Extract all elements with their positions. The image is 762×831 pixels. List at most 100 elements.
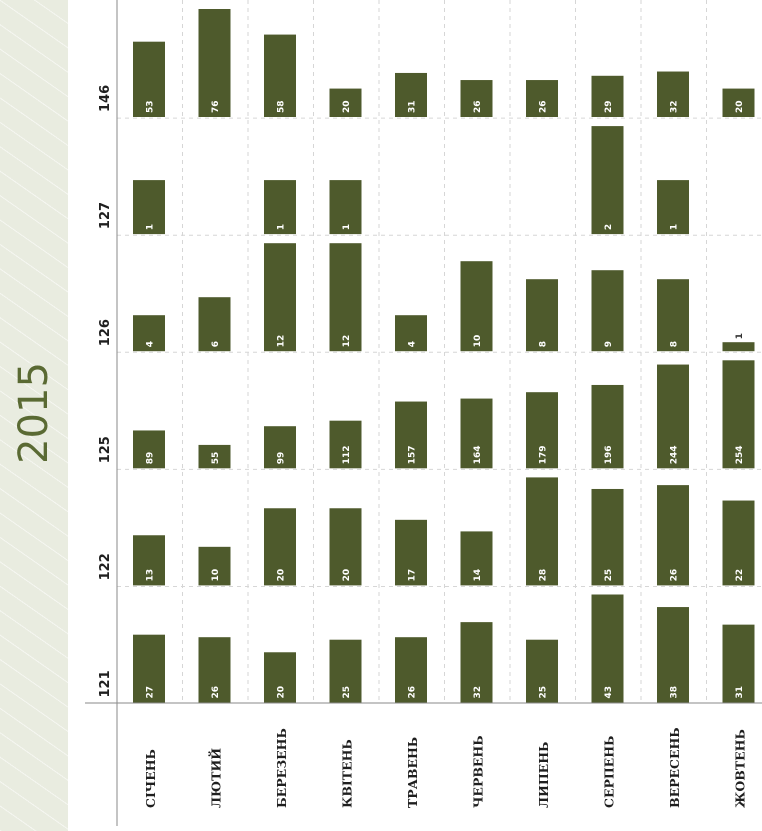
bar-value-label: 22 (735, 569, 745, 582)
bar-value-label: 254 (735, 446, 745, 465)
bar-146-жовтень (722, 88, 755, 117)
bar-value-label: 1 (735, 333, 745, 339)
bar-126-травень (395, 315, 427, 352)
bar-value-label: 99 (277, 452, 287, 465)
band-label-125: 125 (98, 436, 113, 463)
bar-121-лютий (198, 637, 231, 703)
bar-value-label: 1 (670, 224, 680, 230)
bar-126-червень (460, 261, 493, 352)
bar-value-label: 9 (604, 341, 614, 347)
bar-125-червень (460, 398, 493, 469)
bar-value-label: 10 (211, 569, 221, 582)
bar-value-label: 244 (670, 446, 680, 465)
bar-value-label: 17 (408, 569, 418, 582)
bar-value-label: 164 (473, 446, 483, 465)
bar-127-серпень (591, 126, 624, 235)
bar-146-травень (395, 72, 427, 117)
bar-value-label: 38 (670, 686, 680, 699)
bar-value-label: 14 (473, 569, 483, 582)
bar-value-label: 112 (342, 446, 352, 465)
bar-value-label: 196 (604, 446, 614, 465)
bar-value-label: 43 (604, 686, 614, 699)
month-label-2: ЛЮТИЙ (208, 748, 224, 808)
bar-146-липень (526, 80, 558, 117)
bar-125-лютий (198, 444, 231, 469)
bar-value-label: 29 (604, 100, 614, 113)
bar-126-січень (133, 315, 165, 352)
bar-value-label: 20 (277, 569, 287, 582)
bar-121-серпень (591, 594, 624, 703)
bar-value-label: 31 (408, 100, 418, 113)
bar-value-label: 8 (670, 341, 680, 347)
bar-value-label: 12 (342, 335, 352, 348)
bar-value-label: 179 (539, 446, 549, 465)
bar-value-label: 157 (408, 446, 418, 465)
bar-121-січень (133, 634, 165, 703)
bar-value-label: 1 (146, 224, 156, 230)
bar-value-label: 2 (604, 224, 614, 230)
bar-122-січень (133, 535, 165, 586)
bar-value-label: 32 (473, 686, 483, 699)
bar-value-label: 12 (277, 335, 287, 348)
bar-146-квітень (329, 88, 362, 117)
bar-122-лютий (198, 546, 231, 586)
bar-122-липень (526, 477, 558, 586)
bar-value-label: 13 (146, 569, 156, 582)
bar-value-label: 20 (277, 686, 287, 699)
month-label-5: ТРАВЕНЬ (405, 737, 420, 808)
month-label-1: СІЧЕНЬ (143, 749, 158, 808)
bar-value-label: 25 (539, 686, 549, 699)
bar-126-серпень (591, 270, 624, 352)
bar-125-січень (133, 430, 165, 469)
month-label-7: ЛИПЕНЬ (536, 742, 551, 808)
bar-value-label: 25 (604, 569, 614, 582)
bar-122-червень (460, 531, 493, 586)
bar-121-червень (460, 622, 493, 703)
bar-value-label: 55 (211, 452, 221, 465)
bar-value-label: 1 (277, 224, 287, 230)
bar-121-травень (395, 637, 427, 703)
month-label-6: ЧЕРВЕНЬ (471, 735, 486, 808)
bar-121-березень (264, 652, 296, 703)
bar-126-квітень (329, 243, 362, 352)
band-label-122: 122 (98, 553, 113, 580)
band-label-126: 126 (98, 319, 113, 346)
bar-value-label: 10 (473, 335, 483, 348)
bar-127-вересень (657, 180, 689, 235)
bar-125-травень (395, 401, 427, 469)
month-label-4: КВІТЕНЬ (340, 739, 355, 808)
bar-value-label: 27 (146, 686, 156, 699)
bar-value-label: 1 (342, 224, 352, 230)
bar-126-вересень (657, 279, 689, 352)
bar-146-лютий (198, 9, 231, 117)
bar-127-березень (264, 180, 296, 235)
bar-value-label: 25 (342, 686, 352, 699)
bar-146-серпень (591, 75, 624, 117)
bar-value-label: 26 (670, 569, 680, 582)
bar-126-липень (526, 279, 558, 352)
bar-value-label: 26 (211, 686, 221, 699)
bar-125-жовтень (722, 360, 755, 469)
bar-value-label: 20 (735, 100, 745, 113)
bar-125-серпень (591, 384, 624, 469)
month-label-10: ЖОВТЕНЬ (733, 729, 748, 808)
bar-121-квітень (329, 639, 362, 703)
bar-127-квітень (329, 180, 362, 235)
bar-121-липень (526, 639, 558, 703)
bar-122-травень (395, 519, 427, 586)
bar-value-label: 4 (408, 341, 418, 347)
bar-value-label: 8 (539, 341, 549, 347)
bar-value-label: 26 (408, 686, 418, 699)
bar-146-березень (264, 34, 296, 117)
bar-value-label: 89 (146, 452, 156, 465)
bar-122-квітень (329, 508, 362, 586)
bar-146-січень (133, 41, 165, 117)
band-label-146: 146 (98, 85, 113, 112)
bar-value-label: 58 (277, 100, 287, 113)
month-label-9: ВЕРЕСЕНЬ (667, 727, 682, 808)
band-label-121: 121 (98, 670, 113, 697)
bar-122-серпень (591, 488, 624, 586)
bar-value-label: 20 (342, 100, 352, 113)
